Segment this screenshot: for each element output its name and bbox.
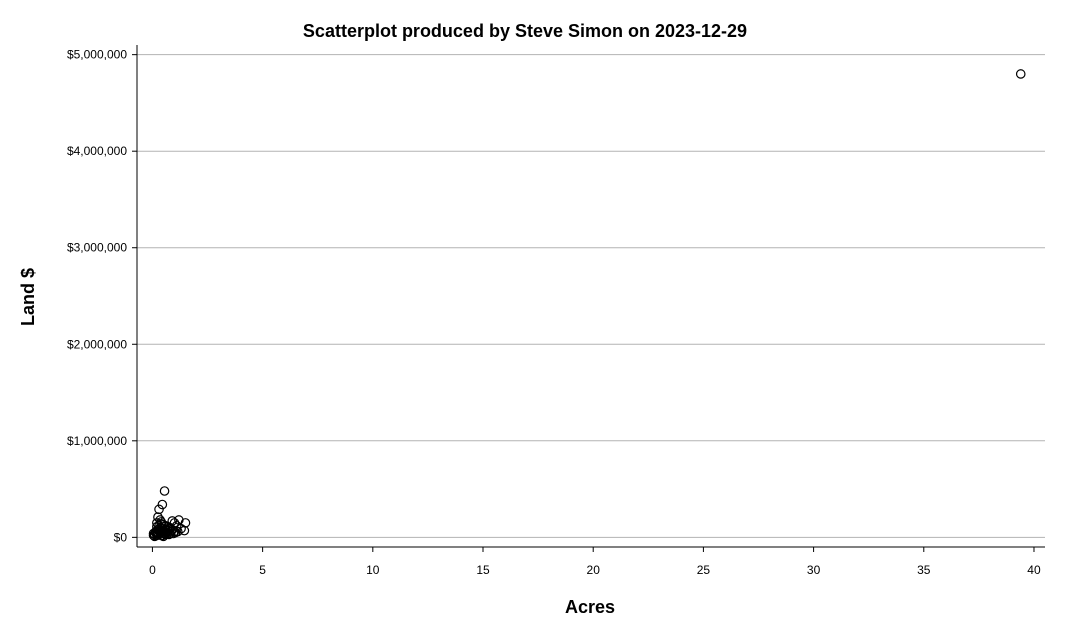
x-tick-label: 10 xyxy=(366,563,380,577)
x-tick-label: 40 xyxy=(1027,563,1041,577)
x-tick-label: 35 xyxy=(917,563,931,577)
data-point xyxy=(1015,69,1026,79)
x-axis-ticks: 0 5 10 15 20 25 30 35 40 xyxy=(149,547,1041,577)
y-tick-label: $0 xyxy=(114,530,128,544)
chart-title: Scatterplot produced by Steve Simon on 2… xyxy=(303,21,747,41)
y-tick-label: $5,000,000 xyxy=(67,48,127,62)
x-tick-label: 15 xyxy=(476,563,490,577)
x-tick-label: 30 xyxy=(807,563,821,577)
data-points xyxy=(148,69,1026,542)
y-tick-label: $3,000,000 xyxy=(67,241,127,255)
y-axis-ticks: $0 $1,000,000 $2,000,000 $3,000,000 $4,000,0… xyxy=(67,48,137,544)
data-point xyxy=(157,530,168,541)
y-tick-label: $2,000,000 xyxy=(67,337,127,351)
x-tick-label: 20 xyxy=(587,563,601,577)
data-point xyxy=(174,515,184,525)
data-point xyxy=(159,486,170,496)
y-axis-label: Land $ xyxy=(18,268,38,326)
data-point xyxy=(172,526,183,537)
x-axis-label: Acres xyxy=(565,597,615,617)
data-point xyxy=(159,521,170,532)
y-tick-label: $4,000,000 xyxy=(67,144,127,158)
data-point xyxy=(153,528,163,539)
x-tick-label: 5 xyxy=(259,563,266,577)
gridlines xyxy=(137,54,1045,538)
x-tick-label: 25 xyxy=(697,563,711,577)
x-tick-label: 0 xyxy=(149,563,156,577)
data-point xyxy=(157,499,168,510)
data-point xyxy=(179,525,190,536)
data-point xyxy=(166,526,176,537)
y-tick-label: $1,000,000 xyxy=(67,434,127,448)
